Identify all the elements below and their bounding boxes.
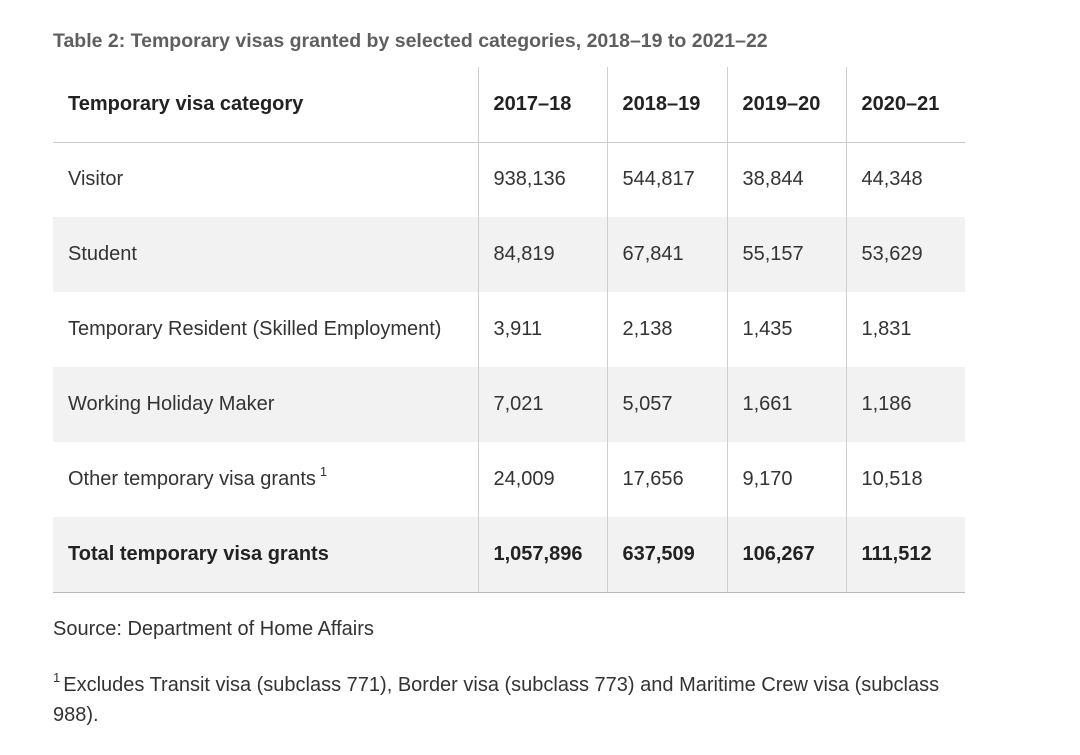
total-value-cell: 637,509 — [606, 517, 727, 593]
temporary-visas-table: Temporary visa category 2017–18 2018–19 … — [53, 67, 965, 593]
value-cell: 9,170 — [726, 442, 846, 517]
table-row-other-temporary: Other temporary visa grants 1 24,009 17,6… — [53, 442, 965, 517]
value-cell: 544,817 — [606, 142, 727, 217]
total-value-cell: 111,512 — [845, 517, 965, 593]
value-cell: 44,348 — [845, 142, 965, 217]
total-value-cell: 1,057,896 — [477, 517, 607, 593]
category-cell: Temporary Resident (Skilled Employment) — [68, 318, 442, 340]
table-row-working-holiday-maker: Working Holiday Maker 7,021 5,057 1,661 … — [53, 367, 965, 442]
value-cell: 38,844 — [726, 142, 846, 217]
header-2017-18: 2017–18 — [477, 67, 607, 143]
value-cell: 2,138 — [606, 292, 727, 367]
value-cell: 938,136 — [477, 142, 607, 217]
table-row-visitor: Visitor 938,136 544,817 38,844 44,348 — [53, 142, 965, 217]
header-category: Temporary visa category — [53, 67, 478, 143]
table-row-student: Student 84,819 67,841 55,157 53,629 — [53, 217, 965, 292]
value-cell: 1,661 — [726, 367, 846, 442]
total-label-cell: Total temporary visa grants — [53, 517, 478, 593]
footnote-marker: 1 — [319, 464, 328, 479]
value-cell: 3,911 — [477, 292, 607, 367]
value-cell: 10,518 — [845, 442, 965, 517]
value-cell: 1,831 — [845, 292, 965, 367]
table-caption: Table 2: Temporary visas granted by sele… — [53, 30, 768, 52]
footnote-text: Excludes Transit visa (subclass 771), Bo… — [53, 674, 940, 726]
total-value-cell: 106,267 — [726, 517, 846, 593]
category-cell: Working Holiday Maker — [68, 393, 275, 415]
category-cell: Student — [68, 243, 137, 265]
footnote: 1 Excludes Transit visa (subclass 771), B… — [53, 670, 973, 730]
category-cell: Other temporary visa grants 1 — [68, 464, 328, 490]
value-cell: 5,057 — [606, 367, 727, 442]
value-cell: 67,841 — [606, 217, 727, 292]
value-cell: 7,021 — [477, 367, 607, 442]
header-2019-20: 2019–20 — [726, 67, 846, 143]
footnote-mark: 1 — [53, 670, 61, 685]
value-cell: 1,435 — [726, 292, 846, 367]
header-2018-19: 2018–19 — [606, 67, 727, 143]
table-row-total: Total temporary visa grants 1,057,896 63… — [53, 517, 965, 593]
category-cell: Visitor — [68, 168, 124, 191]
value-cell: 24,009 — [477, 442, 607, 517]
table-header-row: Temporary visa category 2017–18 2018–19 … — [53, 67, 965, 143]
source-note: Source: Department of Home Affairs — [53, 618, 374, 640]
table-row-temporary-resident: Temporary Resident (Skilled Employment) … — [53, 292, 965, 367]
value-cell: 84,819 — [477, 217, 607, 292]
value-cell: 55,157 — [726, 217, 846, 292]
value-cell: 1,186 — [845, 367, 965, 442]
header-2020-21: 2020–21 — [845, 67, 965, 143]
value-cell: 53,629 — [845, 217, 965, 292]
value-cell: 17,656 — [606, 442, 727, 517]
